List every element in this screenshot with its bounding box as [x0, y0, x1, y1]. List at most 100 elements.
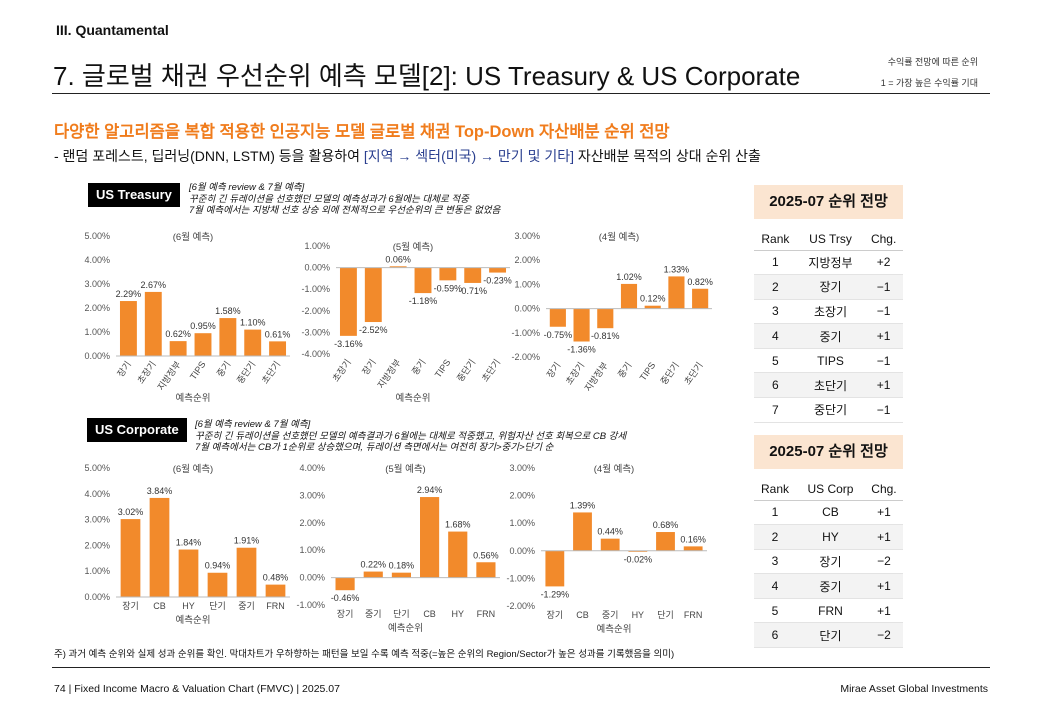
asset-cell: CB: [795, 500, 865, 526]
treasury-rank-row: 6 초단기 +1: [754, 372, 903, 399]
treasury-rank-row: 3 초장기 −1: [754, 299, 903, 325]
corporate-rank-row: 6 단기 −2: [754, 622, 903, 649]
page-title: 7. 글로벌 채권 우선순위 예측 모델[2]: US Treasury & U…: [53, 61, 801, 91]
change-cell: +1: [864, 500, 903, 526]
bar: [219, 318, 237, 356]
desc-suffix: 자산배분 목적의 상대 순위 산출: [574, 148, 761, 164]
data-label: -0.46%: [331, 593, 360, 603]
corporate-rank-table: Rank US Corp Chg. 1 CB +1 2 HY +1 3 장기 −2 4 중기 +1 5 F…: [754, 478, 903, 649]
y-tick-label: 1.00%: [84, 566, 110, 576]
corporate-rank-row: 2 HY +1: [754, 524, 903, 550]
treasury-rank-table: Rank US Trsy Chg. 1 지방정부 +2 2 장기 −1 3 초장기 −1 4 중기 +…: [754, 228, 903, 423]
category-label: 초장기: [135, 359, 157, 385]
treasury-badge: US Treasury: [88, 183, 180, 207]
treasury-comment-line2: 꾸준히 긴 듀레이션을 선호했던 모델의 예측성과가 6월에는 대체로 적중: [189, 193, 469, 205]
data-label: 1.68%: [445, 520, 471, 530]
bar: [414, 267, 432, 294]
rank-cell: 5: [754, 348, 797, 374]
bar: [194, 333, 212, 356]
data-label: 0.12%: [640, 294, 666, 304]
corporate-rank-row: 3 장기 −2: [754, 549, 903, 575]
y-tick-label: 0.00%: [84, 592, 110, 602]
category-label: CB: [576, 610, 589, 620]
data-label: 0.82%: [687, 277, 713, 287]
category-label: 단기: [209, 601, 226, 611]
category-label: 단기: [657, 610, 674, 620]
y-tick-label: 1.00%: [299, 545, 325, 555]
bar: [144, 291, 162, 356]
data-label: 1.91%: [234, 536, 260, 546]
category-label: 중기: [602, 610, 619, 620]
desc-prefix: - 랜덤 포레스트, 딥러닝(DNN, LSTM) 등을 활용하여: [54, 148, 364, 164]
bar: [448, 531, 468, 578]
page-description: - 랜덤 포레스트, 딥러닝(DNN, LSTM) 등을 활용하여 [지역 → …: [54, 146, 761, 166]
footer-right: Mirae Asset Global Investments: [840, 683, 988, 695]
data-label: 0.22%: [360, 560, 386, 570]
asset-cell: 초장기: [796, 299, 865, 325]
corporate-chart-april: -2.00% -1.00% 0.00% 1.00% 2.00% 3.00% (4월 예측) -…: [506, 463, 707, 635]
asset-cell: TIPS: [796, 348, 865, 374]
section-label: III. Quantamental: [56, 22, 169, 38]
bar: [389, 266, 407, 268]
rank-cell: 2: [754, 274, 797, 300]
footer-left: 74 | Fixed Income Macro & Valuation Char…: [54, 683, 340, 695]
data-label: 0.56%: [473, 550, 499, 560]
chart-title: (4월 예측): [594, 463, 634, 475]
change-cell: −1: [864, 299, 903, 325]
bar: [149, 497, 170, 597]
data-label: -0.75%: [544, 330, 573, 340]
treasury-comment: [6월 예측 review & 7월 예측] 꾸준히 긴 듀레이션을 선호했던 …: [189, 182, 500, 217]
data-label: 0.44%: [597, 527, 623, 537]
rank-cell: 4: [754, 323, 797, 349]
category-label: HY: [632, 610, 645, 620]
change-cell: +2: [864, 250, 903, 276]
y-tick-label: 2.00%: [299, 518, 325, 528]
asset-cell: 중기: [795, 573, 865, 599]
rank-cell: 2: [754, 524, 796, 550]
change-header: Chg.: [864, 228, 903, 251]
y-tick-label: 4.00%: [299, 463, 325, 473]
bar: [269, 341, 287, 356]
data-label: 1.10%: [240, 318, 266, 328]
bar: [692, 288, 709, 309]
bar: [573, 512, 592, 551]
asset-header: US Trsy: [796, 228, 865, 251]
chart-title: (5월 예측): [385, 463, 425, 475]
chart-title: (5월 예측): [393, 241, 433, 253]
category-label: 초장기: [331, 357, 353, 383]
category-label: TIPS: [638, 360, 658, 382]
change-cell: +1: [864, 524, 903, 550]
category-label: HY: [451, 609, 464, 619]
change-cell: −1: [864, 348, 903, 374]
y-tick-label: -4.00%: [301, 349, 330, 359]
y-tick-label: 4.00%: [84, 255, 110, 265]
chart-title: (4월 예측): [599, 231, 639, 243]
treasury-rank-row: 7 중단기 −1: [754, 397, 903, 423]
bar: [364, 267, 382, 323]
treasury-rank-row: 4 중기 +1: [754, 323, 903, 349]
x-axis-label: 예측순위: [388, 622, 423, 634]
rank-header: Rank: [754, 478, 796, 501]
rank-cell: 3: [754, 549, 796, 575]
bar: [236, 547, 257, 597]
bar: [120, 519, 141, 597]
y-tick-label: 0.00%: [509, 546, 535, 556]
data-label: 1.58%: [215, 306, 241, 316]
data-label: 0.18%: [389, 561, 415, 571]
data-label: -2.52%: [359, 325, 388, 335]
category-label: 중기: [238, 601, 255, 611]
chart-title: (6월 예측): [173, 231, 213, 243]
bar: [178, 549, 199, 597]
asset-cell: 단기: [795, 622, 865, 649]
y-tick-label: 1.00%: [304, 241, 330, 251]
page-subtitle: 다양한 알고리즘을 복합 적용한 인공지능 모델 글로벌 채권 Top-Down…: [54, 123, 670, 141]
rank-cell: 1: [754, 500, 796, 526]
asset-header: US Corp: [795, 478, 865, 501]
asset-cell: 초단기: [796, 372, 865, 399]
bar: [597, 308, 614, 329]
data-label: 0.94%: [205, 561, 231, 571]
treasury-rank-row: 2 장기 −1: [754, 274, 903, 300]
category-label: 중기: [410, 357, 428, 376]
data-label: 0.61%: [265, 329, 291, 339]
data-label: 0.62%: [165, 329, 191, 339]
